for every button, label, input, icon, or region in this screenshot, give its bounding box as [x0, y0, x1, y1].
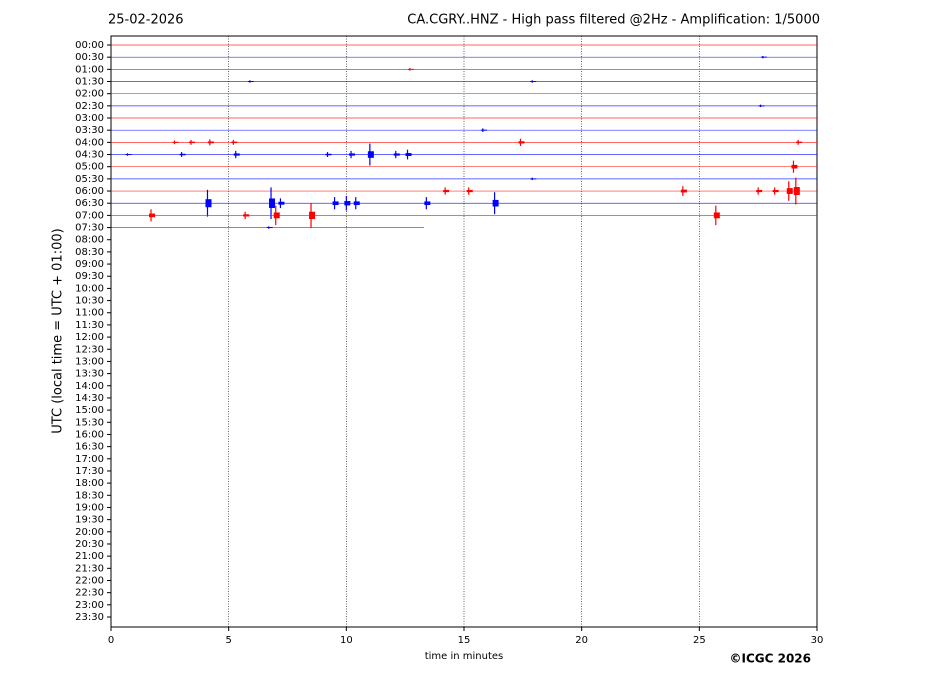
y-tick-label: 11:00 [75, 308, 104, 319]
y-tick-label: 12:30 [75, 344, 104, 355]
x-axis-label: time in minutes [425, 651, 504, 662]
y-tick-label: 17:00 [75, 454, 104, 465]
chart-date: 25-02-2026 [108, 13, 184, 28]
x-tick-label: 15 [458, 635, 471, 646]
y-tick-label: 19:00 [75, 502, 104, 513]
y-tick-label: 07:30 [75, 223, 104, 234]
x-tick-label: 0 [108, 635, 114, 646]
y-tick-label: 15:00 [75, 405, 104, 416]
y-tick-label: 01:30 [75, 77, 104, 88]
y-tick-label: 04:30 [75, 150, 104, 161]
y-tick-label: 09:00 [75, 259, 104, 270]
x-tick-label: 10 [340, 635, 353, 646]
y-tick-label: 00:00 [75, 40, 104, 51]
y-tick-label: 04:00 [75, 137, 104, 148]
y-tick-label: 00:30 [75, 52, 104, 63]
y-tick-label: 06:30 [75, 198, 104, 209]
y-tick-label: 13:30 [75, 369, 104, 380]
y-tick-label: 08:30 [75, 247, 104, 258]
y-tick-label: 18:30 [75, 490, 104, 501]
y-tick-label: 15:30 [75, 417, 104, 428]
y-tick-label: 23:30 [75, 612, 104, 623]
y-tick-label: 03:00 [75, 113, 104, 124]
y-tick-label: 22:30 [75, 588, 104, 599]
y-tick-label: 11:30 [75, 320, 104, 331]
y-tick-label: 10:30 [75, 296, 104, 307]
y-tick-label: 09:30 [75, 271, 104, 282]
y-axis-label: UTC (local time = UTC + 01:00) [51, 228, 66, 433]
y-tick-label: 21:30 [75, 563, 104, 574]
y-tick-label: 02:30 [75, 101, 104, 112]
x-tick-label: 25 [693, 635, 706, 646]
y-tick-label: 05:30 [75, 174, 104, 185]
y-tick-label: 14:00 [75, 381, 104, 392]
y-tick-label: 13:00 [75, 356, 104, 367]
y-tick-label: 06:00 [75, 186, 104, 197]
y-tick-label: 19:30 [75, 515, 104, 526]
y-tick-label: 03:30 [75, 125, 104, 136]
y-tick-label: 02:00 [75, 89, 104, 100]
chart-title: CA.CGRY..HNZ - High pass filtered @2Hz -… [407, 13, 820, 28]
copyright: ©ICGC 2026 [729, 652, 811, 666]
y-tick-label: 01:00 [75, 64, 104, 75]
x-tick-label: 20 [575, 635, 588, 646]
y-tick-label: 21:00 [75, 551, 104, 562]
y-tick-label: 16:30 [75, 442, 104, 453]
y-tick-label: 18:00 [75, 478, 104, 489]
y-tick-label: 20:30 [75, 539, 104, 550]
y-tick-label: 07:00 [75, 210, 104, 221]
y-tick-label: 20:00 [75, 527, 104, 538]
x-tick-label: 30 [811, 635, 824, 646]
y-tick-label: 14:30 [75, 393, 104, 404]
y-tick-label: 08:00 [75, 235, 104, 246]
y-tick-label: 16:00 [75, 429, 104, 440]
y-tick-label: 12:00 [75, 332, 104, 343]
y-tick-label: 22:00 [75, 575, 104, 586]
y-tick-label: 10:00 [75, 283, 104, 294]
y-tick-label: 05:00 [75, 162, 104, 173]
x-tick-label: 5 [225, 635, 231, 646]
y-tick-label: 23:00 [75, 600, 104, 611]
y-tick-label: 17:30 [75, 466, 104, 477]
